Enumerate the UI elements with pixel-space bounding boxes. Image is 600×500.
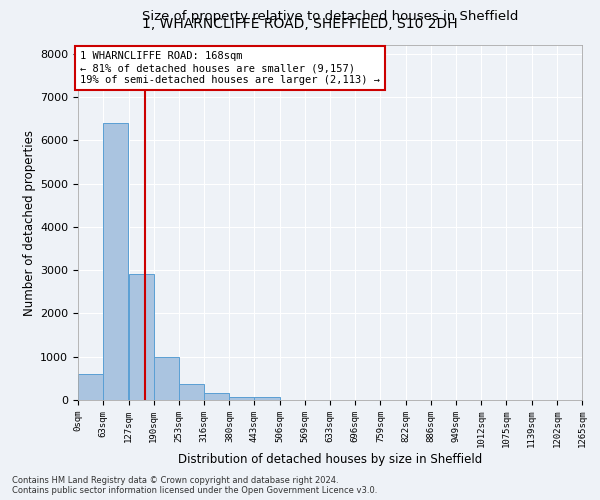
Text: 1 WHARNCLIFFE ROAD: 168sqm
← 81% of detached houses are smaller (9,157)
19% of s: 1 WHARNCLIFFE ROAD: 168sqm ← 81% of deta… bbox=[80, 52, 380, 84]
Bar bbox=[154, 356, 179, 400]
Y-axis label: Number of detached properties: Number of detached properties bbox=[23, 130, 36, 316]
Bar bbox=[128, 274, 154, 400]
Text: 1, WHARNCLIFFE ROAD, SHEFFIELD, S10 2DH: 1, WHARNCLIFFE ROAD, SHEFFIELD, S10 2DH bbox=[142, 18, 458, 32]
Bar bbox=[254, 397, 280, 400]
Title: Size of property relative to detached houses in Sheffield: Size of property relative to detached ho… bbox=[142, 10, 518, 23]
Text: Contains HM Land Registry data © Crown copyright and database right 2024.
Contai: Contains HM Land Registry data © Crown c… bbox=[12, 476, 377, 495]
Bar bbox=[179, 384, 204, 400]
Bar bbox=[229, 396, 254, 400]
X-axis label: Distribution of detached houses by size in Sheffield: Distribution of detached houses by size … bbox=[178, 453, 482, 466]
Bar bbox=[103, 123, 128, 400]
Bar bbox=[78, 374, 103, 400]
Bar bbox=[204, 392, 229, 400]
